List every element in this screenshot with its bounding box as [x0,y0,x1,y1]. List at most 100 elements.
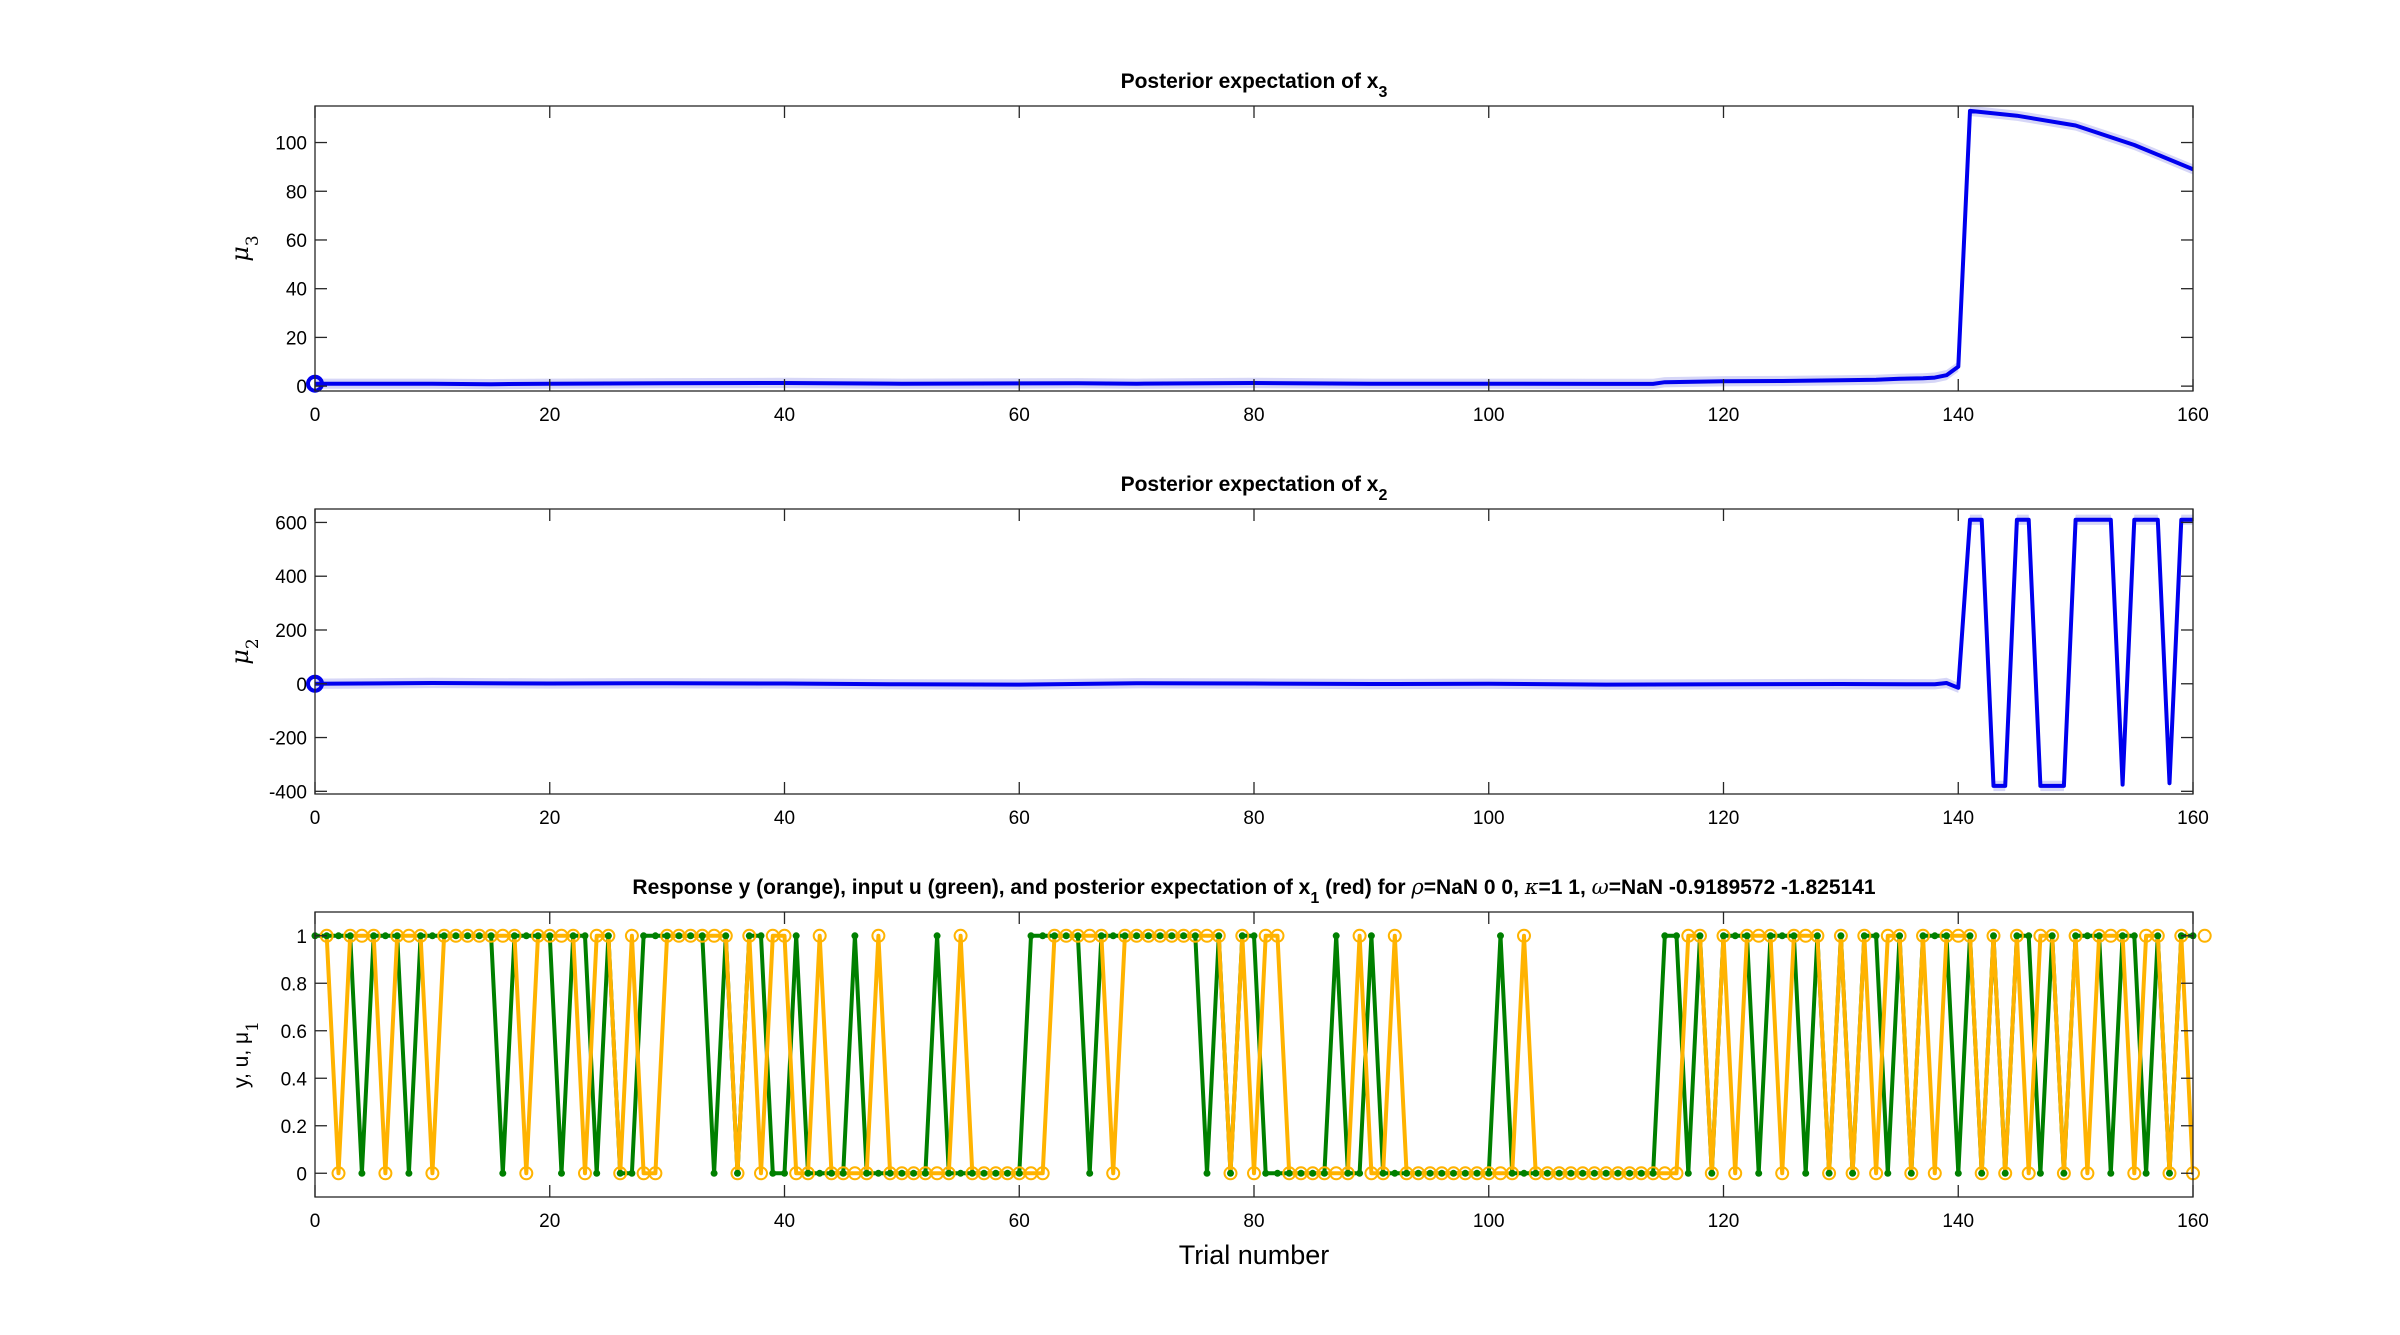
y-label-text: μ [226,649,254,665]
point-y [1927,1166,1942,1181]
point-y [2080,1166,2095,1181]
point-u [1309,1169,1317,1177]
panel-2: 0 20 40 60 80 100 120 140 160 -400 -200 0 200 400 600 P… [226,473,2209,829]
point-u [546,932,554,940]
point-u [687,932,695,940]
x-tick-label: 0 [310,405,321,426]
point-u [722,932,730,940]
plot-data [315,106,2193,390]
point-u [874,1169,882,1177]
point-u [1990,932,1997,940]
plot-data [315,514,2193,792]
point-y [601,928,616,943]
point-y [331,1166,346,1181]
x-tick-label: 80 [1243,1211,1264,1232]
y-tick-label: 0 [296,1164,307,1185]
point-y [1106,1166,1121,1181]
point-y [624,928,639,943]
point-u [2166,1169,2173,1177]
y-tick-label: 60 [286,231,307,252]
point-u [405,1169,413,1177]
panel-3: 0 20 40 60 80 100 120 140 16000.20.40.60.81Respo… [230,875,2212,1270]
point-u [1696,932,1704,940]
point-y [2150,928,2165,943]
point-u [604,932,612,940]
title-text: Posterior expectation of x [1121,70,1379,93]
x-tick-label: 140 [1942,808,1974,829]
point-y [1693,928,1707,943]
point-y [425,1166,440,1181]
point-u [1344,1169,1352,1177]
x-tick-label: 160 [2177,405,2209,426]
point-u [1262,1169,1270,1177]
x-tick-label: 40 [774,405,795,426]
point-y [941,1166,956,1181]
y-axis-label: μ2 [226,638,263,664]
x-tick-label: 60 [1009,405,1030,426]
point-u [1156,932,1164,940]
point-y [2127,1166,2142,1181]
point-u [1896,932,1904,940]
point-y [1810,928,1825,943]
point-u [781,1169,788,1177]
point-y [1094,928,1109,943]
point-u [1027,932,1035,940]
point-u [370,932,378,940]
point-y [1833,928,1848,943]
point-u [464,932,472,940]
point-y [859,1166,874,1181]
x-tick-label: 0 [310,808,321,829]
x-tick-label: 20 [539,1211,560,1232]
title-param-symbol: ρ [1410,875,1424,899]
point-y [1986,928,2001,943]
point-u [1708,1169,1716,1177]
point-u [1837,932,1845,940]
y-label-subscript: 1 [243,1021,263,1032]
point-u [1755,1169,1763,1177]
point-u [393,932,401,940]
point-u [616,1169,624,1177]
panel-1: 0 20 40 60 80 100 120 140 160 0 20 40 60 80 100 Posteri… [226,70,2209,426]
point-y [2162,1166,2177,1181]
point-u [1039,932,1047,940]
point-u [1215,932,1223,940]
point-u [945,1169,953,1177]
title-param-value: =NaN -0.9189572 -1.825141 [1609,876,1876,899]
y-tick-label: 80 [286,182,307,203]
point-u [710,1169,718,1177]
point-u [1802,1169,1810,1177]
y-tick-label: 600 [275,513,307,534]
point-u [898,1169,906,1177]
point-u [1684,1169,1692,1177]
point-y [1035,1166,1050,1181]
chart-title: Posterior expectation of x3 [1121,70,1388,101]
point-y [1223,1166,1238,1181]
point-y [1775,1166,1790,1181]
point-y [730,1166,745,1181]
y-label-text: y, u, μ [230,1032,253,1088]
point-u [1614,1169,1622,1177]
point-u [2083,932,2091,940]
point-y [1376,1166,1391,1181]
point-u [1567,1169,1575,1177]
point-u [1438,1169,1446,1177]
point-y [1857,928,1872,943]
title-subscript: 1 [1310,890,1319,907]
point-u [628,1169,636,1177]
y-tick-label: 0 [296,675,307,696]
point-y [1704,1166,1719,1181]
point-u [1320,1169,1328,1177]
point-u [698,932,706,940]
y-label-text: μ [226,246,254,262]
title-param-symbol: ω [1592,875,1609,899]
x-tick-label: 0 [310,1211,321,1232]
point-u [1720,932,1727,940]
point-y [1387,928,1402,943]
point-u [1051,932,1058,940]
point-y [742,928,757,943]
title-subscript: 2 [1379,487,1388,504]
x-tick-label: 20 [539,405,560,426]
point-u [745,932,753,940]
point-u [2142,1169,2150,1177]
